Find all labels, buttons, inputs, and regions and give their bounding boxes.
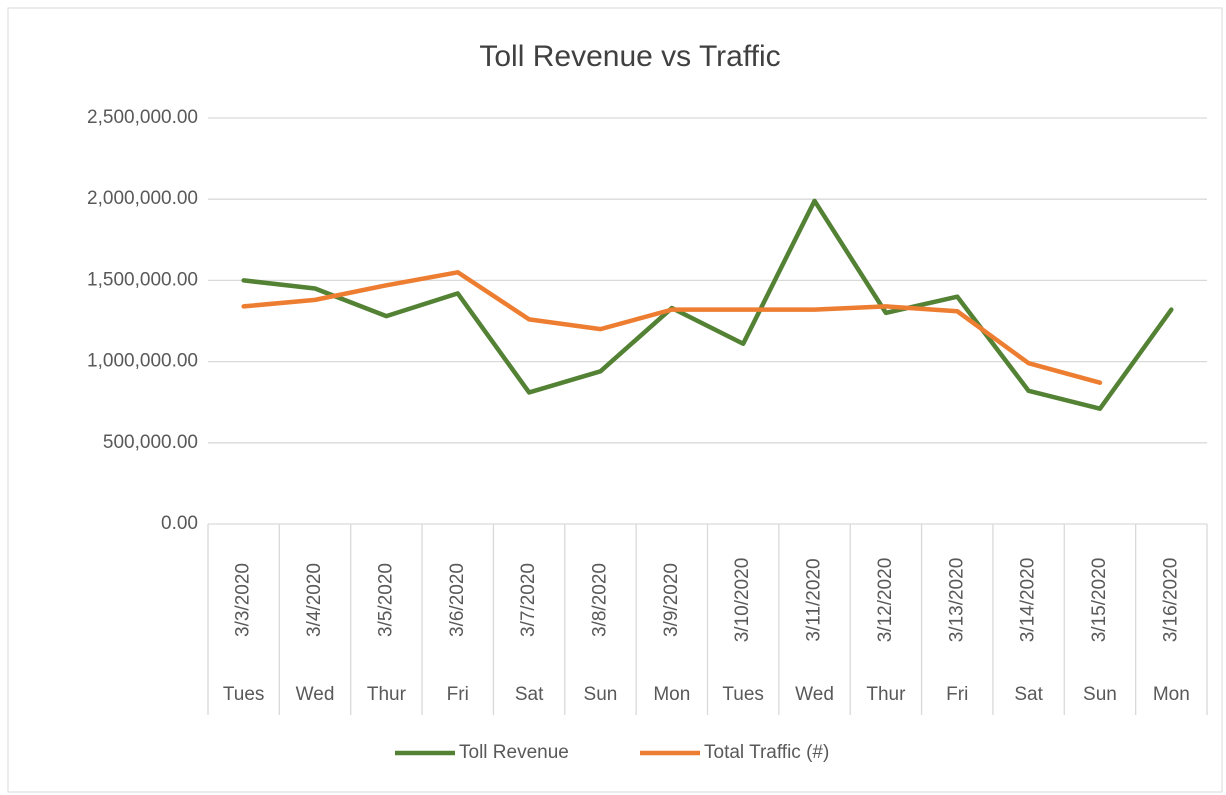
series-line bbox=[241, 270, 1103, 385]
x-tick-label: 3/15/2020 bbox=[1089, 558, 1110, 643]
chart-title: Toll Revenue vs Traffic bbox=[479, 40, 780, 73]
x-group-label: Wed bbox=[795, 684, 834, 705]
y-tick-label: 2,500,000.00 bbox=[87, 107, 198, 128]
x-group-label: Sat bbox=[1014, 684, 1043, 705]
x-group-label: Sun bbox=[1083, 684, 1117, 705]
x-group-label: Sat bbox=[515, 684, 544, 705]
x-tick-label: 3/7/2020 bbox=[518, 563, 539, 637]
x-group-label: Tues bbox=[223, 684, 265, 705]
x-group-label: Wed bbox=[296, 684, 335, 705]
x-tick-label: 3/16/2020 bbox=[1160, 558, 1181, 643]
y-tick-label: 1,500,000.00 bbox=[87, 269, 198, 290]
chart-border bbox=[7, 7, 1223, 793]
x-tick-label: 3/11/2020 bbox=[804, 558, 825, 641]
x-group-label: Thur bbox=[367, 684, 407, 705]
x-group-label: Fri bbox=[447, 684, 469, 705]
y-tick-label: 500,000.00 bbox=[103, 432, 198, 453]
x-tick-label: 3/8/2020 bbox=[589, 563, 610, 637]
x-tick-label: 3/5/2020 bbox=[375, 563, 396, 637]
x-tick-label: 3/12/2020 bbox=[875, 558, 896, 643]
x-tick-label: 3/6/2020 bbox=[447, 563, 468, 637]
x-tick-label: 3/9/2020 bbox=[661, 563, 682, 637]
y-tick-label: 2,000,000.00 bbox=[87, 188, 198, 209]
x-group-label: Fri bbox=[946, 684, 968, 705]
x-tick-label: 3/13/2020 bbox=[946, 558, 967, 643]
x-group-label: Thur bbox=[866, 684, 906, 705]
series-line bbox=[241, 198, 1174, 411]
legend-label: Total Traffic (#) bbox=[704, 742, 829, 763]
y-tick-label: 0.00 bbox=[161, 513, 198, 534]
x-tick-label: 3/14/2020 bbox=[1018, 558, 1039, 643]
y-tick-label: 1,000,000.00 bbox=[87, 351, 198, 372]
x-tick-label: 3/4/2020 bbox=[304, 563, 325, 637]
x-tick-label: 3/10/2020 bbox=[732, 558, 753, 643]
legend-label: Toll Revenue bbox=[459, 742, 569, 763]
x-tick-label: 3/3/2020 bbox=[233, 563, 254, 637]
x-group-label: Sun bbox=[584, 684, 618, 705]
x-group-label: Mon bbox=[1153, 684, 1190, 705]
x-group-label: Tues bbox=[722, 684, 764, 705]
x-group-label: Mon bbox=[653, 684, 690, 705]
